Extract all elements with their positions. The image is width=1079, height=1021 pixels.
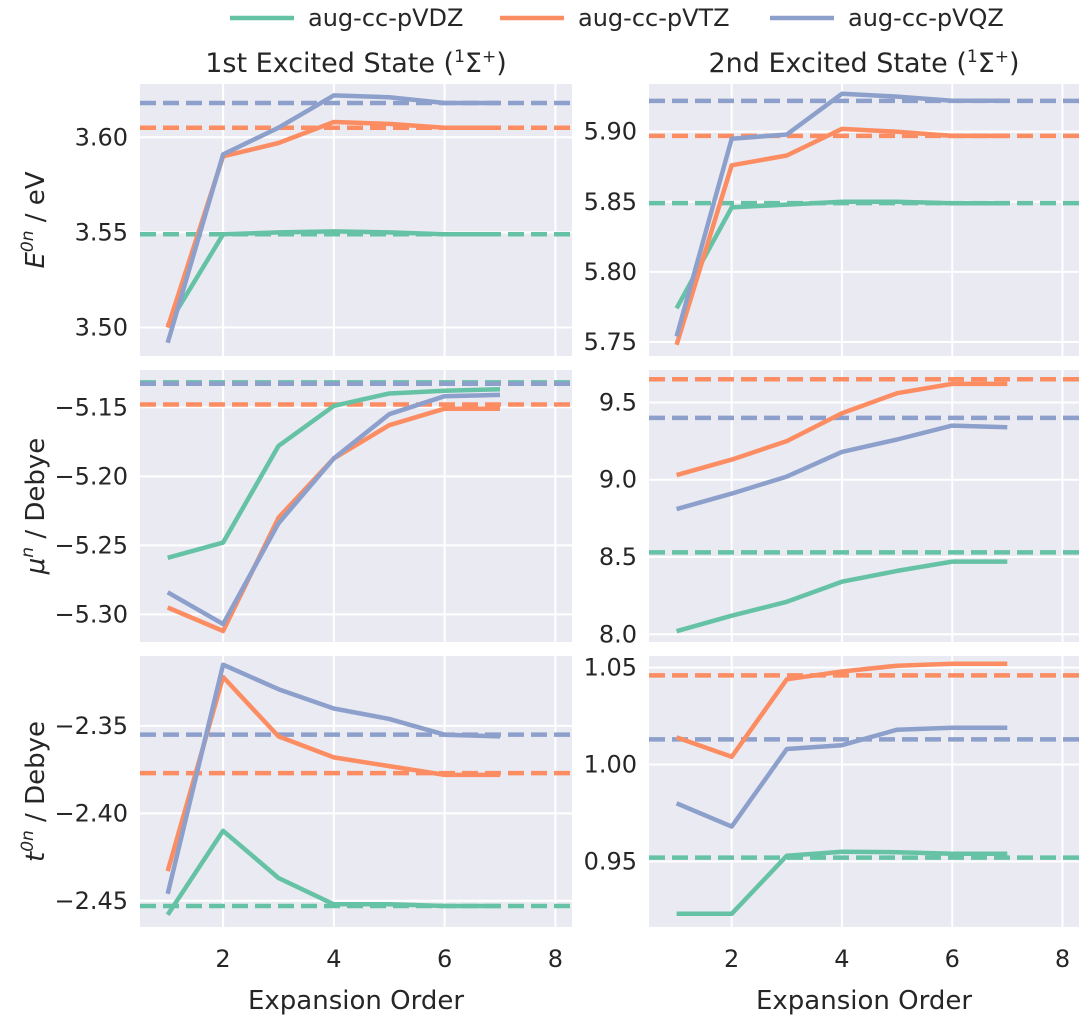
y-tick-label: 9.0 (599, 466, 637, 494)
y-tick-label: 3.50 (75, 313, 128, 341)
series-line-aug-cc-pVTZ (675, 381, 1008, 478)
row-title-superscript: 0n (18, 231, 38, 253)
column-title-superscript-plus: + (995, 47, 1009, 67)
row-title-2: μn / Debye (18, 438, 51, 576)
series-line-aug-cc-pVQZ (166, 392, 501, 627)
x-tick-label: 8 (548, 945, 563, 973)
column-title-superscript: 1 (967, 47, 978, 67)
row-title-symbol: E (21, 252, 51, 269)
panel-1: 3.50 3.55 3.60 (75, 84, 572, 356)
legend-label-1: aug-cc-pVDZ (308, 4, 463, 32)
y-tick-label: −2.40 (54, 799, 128, 827)
column-title-sigma: Σ (978, 48, 995, 79)
y-tick-label: 1.00 (584, 751, 637, 779)
column-title-2: 2nd Excited State (1Σ+) (708, 47, 1019, 79)
row-title-1: E0n / eV (18, 171, 51, 268)
x-tick-label: 8 (1055, 945, 1070, 973)
row-title-symbol: t (21, 851, 51, 862)
y-tick-label: 5.80 (584, 258, 637, 286)
column-title-1: 1st Excited State (1Σ+) (205, 47, 507, 79)
legend: aug-cc-pVDZ aug-cc-pVTZ aug-cc-pVQZ (230, 4, 1004, 32)
row-title-symbol: μ (21, 558, 51, 576)
x-axis-title-2: Expansion Order (756, 986, 972, 1016)
column-title-close: ) (496, 48, 507, 79)
x-axis-title-1: Expansion Order (248, 986, 464, 1016)
column-title-sigma: Σ (465, 48, 482, 79)
column-title-superscript: 1 (454, 47, 465, 67)
panel-2: 5.75 5.80 5.85 5.90 (584, 84, 1079, 356)
series-line-aug-cc-pVQZ (165, 93, 500, 344)
panel-background (140, 370, 572, 642)
y-tick-label: −5.20 (54, 462, 128, 490)
y-tick-label: 3.55 (75, 218, 128, 246)
panel-6: 0.95 1.00 1.05 2 4 6 8 (584, 654, 1079, 973)
y-tick-label: 8.5 (599, 543, 637, 571)
y-tick-label: 8.0 (599, 620, 637, 648)
panel-background (140, 656, 572, 927)
y-tick-label: 5.75 (584, 328, 637, 356)
y-tick-label: −2.45 (54, 887, 128, 915)
legend-label-2: aug-cc-pVTZ (578, 4, 730, 32)
x-axis-labels: Expansion Order Expansion Order (248, 986, 972, 1016)
series-line-aug-cc-pVQZ (674, 91, 1008, 338)
y-tick-label: 1.05 (584, 654, 637, 682)
column-titles: 1st Excited State (1Σ+) 2nd Excited State… (205, 47, 1019, 79)
panel-4: 8.0 8.5 9.0 9.5 (599, 370, 1079, 648)
panel-5: −2.45 −2.40 −2.35 2 4 6 8 (54, 656, 572, 973)
y-tick-label: 5.85 (584, 188, 637, 216)
series-line-aug-cc-pVQZ (675, 423, 1008, 512)
x-tick-label: 2 (215, 945, 230, 973)
series-line-aug-cc-pVQZ (675, 725, 1008, 829)
row-title-superscript: 0n (18, 830, 38, 852)
column-title-superscript-plus: + (482, 47, 496, 67)
column-title-text: 1st Excited State ( (205, 48, 454, 79)
row-title-3: t0n / Debye (18, 721, 51, 862)
series-line-aug-cc-pVDZ (675, 559, 1008, 634)
y-tick-label: 5.90 (584, 118, 637, 146)
series-line-aug-cc-pVDZ (676, 849, 1008, 917)
x-tick-label: 4 (326, 945, 341, 973)
series-line-aug-cc-pVDZ (167, 387, 501, 560)
series-line-aug-cc-pVQZ (165, 662, 501, 895)
series-line-aug-cc-pVTZ (165, 674, 500, 872)
series-line-aug-cc-pVDZ (165, 828, 500, 917)
series-line-aug-cc-pVTZ (675, 661, 1008, 760)
y-tick-label: −5.25 (54, 531, 128, 559)
y-tick-label: 3.60 (75, 123, 128, 151)
column-title-close: ) (1009, 48, 1020, 79)
row-title-unit: / Debye (21, 721, 51, 830)
x-tick-label: 4 (834, 945, 849, 973)
series-line-aug-cc-pVDZ (674, 199, 1008, 310)
x-tick-label: 6 (437, 945, 452, 973)
panels: 3.503.553.605.755.805.855.90−5.30−5.25−5… (54, 84, 1079, 973)
series-line-aug-cc-pVDZ (165, 229, 500, 327)
y-tick-label: −2.35 (54, 712, 128, 740)
panel-background (649, 656, 1079, 927)
legend-label-3: aug-cc-pVQZ (848, 4, 1004, 32)
y-tick-label: −5.30 (54, 600, 128, 628)
series-line-aug-cc-pVTZ (674, 126, 1008, 346)
y-tick-label: 0.95 (584, 847, 637, 875)
x-tick-label: 2 (724, 945, 739, 973)
panel-background (649, 370, 1079, 642)
y-tick-label: −5.15 (54, 393, 128, 421)
row-title-unit: / Debye (21, 438, 51, 547)
panel-3: −5.30 −5.25 −5.20 −5.15 (54, 370, 572, 642)
row-title-unit: / eV (21, 171, 51, 230)
column-title-text: 2nd Excited State ( (708, 48, 966, 79)
x-tick-label: 6 (945, 945, 960, 973)
y-tick-label: 9.5 (599, 388, 637, 416)
row-title-superscript: n (18, 547, 38, 558)
